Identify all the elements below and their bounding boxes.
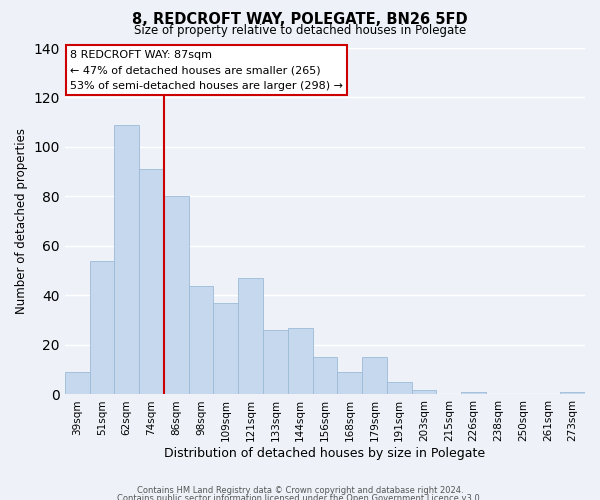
- Bar: [115, 124, 139, 394]
- Bar: [461, 392, 486, 394]
- Bar: [362, 358, 387, 395]
- Text: 8, REDCROFT WAY, POLEGATE, BN26 5FD: 8, REDCROFT WAY, POLEGATE, BN26 5FD: [132, 12, 468, 28]
- Bar: [139, 170, 164, 394]
- Bar: [412, 390, 436, 394]
- Bar: [164, 196, 188, 394]
- X-axis label: Distribution of detached houses by size in Polegate: Distribution of detached houses by size …: [164, 447, 485, 460]
- Bar: [560, 392, 585, 394]
- Text: Size of property relative to detached houses in Polegate: Size of property relative to detached ho…: [134, 24, 466, 37]
- Bar: [337, 372, 362, 394]
- Bar: [313, 358, 337, 395]
- Bar: [263, 330, 288, 394]
- Bar: [214, 303, 238, 394]
- Y-axis label: Number of detached properties: Number of detached properties: [15, 128, 28, 314]
- Bar: [387, 382, 412, 394]
- Text: Contains HM Land Registry data © Crown copyright and database right 2024.: Contains HM Land Registry data © Crown c…: [137, 486, 463, 495]
- Text: Contains public sector information licensed under the Open Government Licence v3: Contains public sector information licen…: [118, 494, 482, 500]
- Text: 8 REDCROFT WAY: 87sqm
← 47% of detached houses are smaller (265)
53% of semi-det: 8 REDCROFT WAY: 87sqm ← 47% of detached …: [70, 50, 343, 91]
- Bar: [288, 328, 313, 394]
- Bar: [89, 261, 115, 394]
- Bar: [238, 278, 263, 394]
- Bar: [188, 286, 214, 395]
- Bar: [65, 372, 89, 394]
